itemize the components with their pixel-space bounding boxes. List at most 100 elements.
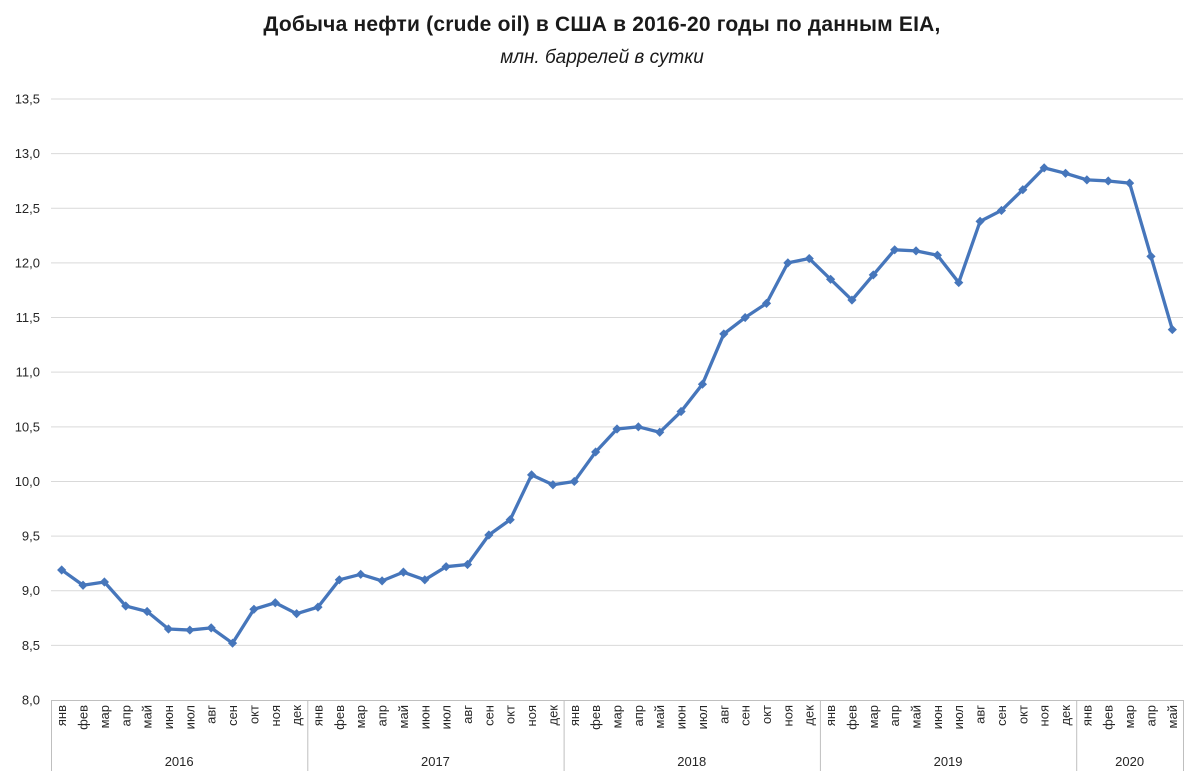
month-label: мар [353,705,368,728]
y-tick-label: 10,5 [15,419,40,434]
month-label: апр [631,705,646,727]
month-label: май [140,705,155,728]
month-label: янв [310,705,325,726]
data-point-marker [719,329,729,339]
data-point-marker [932,250,942,260]
month-label: дек [1058,705,1073,726]
data-point-marker [420,575,430,585]
month-label: мар [866,705,881,728]
data-point-marker [911,246,921,256]
data-point-marker [1018,185,1028,195]
data-point-marker [868,270,878,280]
month-label: окт [246,705,261,724]
y-tick-label: 11,0 [16,365,40,380]
month-label: мар [1122,705,1137,728]
data-point-marker [1082,175,1092,185]
data-point-marker [1146,251,1156,261]
data-point-marker [398,567,409,577]
y-tick-label: 13,0 [15,146,40,161]
data-point-marker [954,277,964,288]
month-label: сен [738,705,753,726]
data-point-marker [569,476,579,487]
data-point-marker [996,205,1007,216]
data-point-marker [356,569,366,579]
data-point-marker [249,604,259,614]
data-point-marker [975,216,985,226]
data-point-marker [121,601,131,611]
data-point-marker [612,424,622,434]
data-point-marker [526,470,537,480]
month-label: май [1165,705,1180,728]
data-point-marker [505,515,515,525]
y-tick-label: 12,5 [15,201,40,216]
year-label: 2019 [934,754,963,769]
month-label: май [396,705,411,728]
year-label: 2017 [421,754,450,769]
data-point-marker [462,559,473,570]
data-point-marker [1167,324,1177,335]
month-label: сен [994,705,1009,726]
month-label: авг [460,705,475,724]
y-tick-label: 8,5 [22,638,40,653]
month-label: фев [76,705,91,730]
year-label: 2016 [165,754,194,769]
data-point-marker [804,253,814,264]
data-point-marker [1103,176,1113,186]
data-point-marker [761,298,772,308]
month-label: июн [930,705,945,729]
month-label: окт [503,705,518,724]
month-label: фев [332,705,347,730]
month-label: ноя [268,705,283,726]
month-label: ноя [780,705,795,726]
y-tick-label: 8,0 [22,693,40,708]
month-label: мар [97,705,112,728]
month-label: апр [1143,705,1158,727]
data-point-marker [78,580,88,590]
data-point-marker [163,624,174,634]
month-label: апр [375,705,390,727]
y-tick-label: 9,5 [22,529,40,544]
month-label: окт [1015,705,1030,724]
month-label: мар [610,705,625,728]
data-point-marker [825,274,836,284]
data-point-marker [206,623,216,633]
data-point-marker [142,606,152,617]
year-label: 2018 [677,754,706,769]
data-point-marker [1060,168,1071,178]
month-label: фев [588,705,603,730]
month-label: июн [674,705,689,729]
month-label: май [909,705,924,728]
month-label: авг [716,705,731,724]
data-point-marker [484,530,494,540]
month-label: июл [439,705,454,729]
month-label: июн [417,705,432,729]
data-point-marker [548,480,558,490]
data-point-marker [185,625,195,635]
data-point-marker [227,638,238,648]
month-label: фев [844,705,859,730]
month-label: сен [225,705,240,726]
y-tick-label: 12,0 [15,255,40,270]
month-label: дек [289,705,304,726]
data-point-marker [57,565,67,575]
month-label: авг [973,705,988,724]
series-line [60,166,1174,645]
y-tick-label: 10,0 [15,474,40,489]
data-point-marker [99,577,109,587]
month-label: сен [481,705,496,726]
month-label: июл [951,705,966,729]
month-label: июл [695,705,710,729]
data-point-marker [441,562,451,572]
chart-subtitle: млн. баррелей в сутки [500,47,704,68]
data-point-marker [292,609,302,619]
month-label: дек [802,705,817,726]
month-label: июл [182,705,197,729]
data-point-marker [783,258,793,268]
month-label: янв [823,705,838,726]
month-label: май [652,705,667,728]
y-tick-label: 9,0 [22,583,40,598]
month-label: окт [759,705,774,724]
month-label: ноя [1037,705,1052,726]
data-point-marker [591,447,601,457]
